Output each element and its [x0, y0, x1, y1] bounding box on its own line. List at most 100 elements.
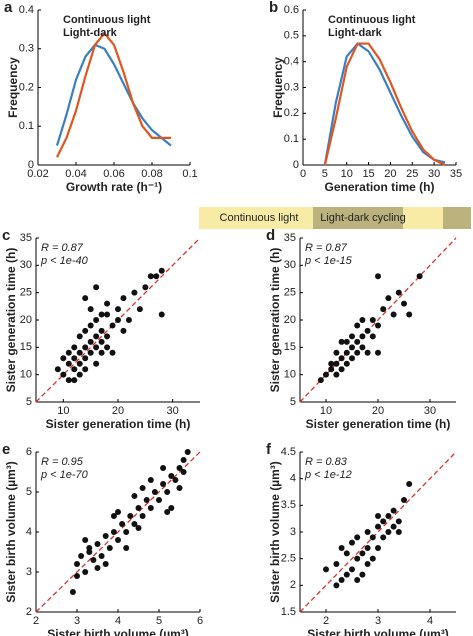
annotation: p < 1e-12 — [304, 469, 352, 481]
point — [87, 306, 94, 313]
x-tick-label: 0.02 — [27, 168, 48, 180]
point — [369, 534, 376, 541]
point — [71, 355, 78, 362]
x-tick-label: 4 — [115, 615, 121, 627]
point — [123, 545, 130, 551]
x-tick-label: 20 — [112, 405, 124, 417]
x-tick-label: 0.06 — [103, 168, 124, 180]
x-tick-label: 20 — [384, 168, 396, 180]
point — [76, 371, 83, 378]
point — [323, 566, 329, 573]
annotation: R = 0.95 — [41, 456, 84, 468]
y-axis-label: Sister generation time (h) — [268, 248, 282, 393]
point — [147, 505, 154, 511]
point — [317, 377, 324, 384]
series-line — [323, 42, 446, 166]
y-axis-label: Sister birth volume (µm³) — [4, 461, 18, 603]
point — [87, 338, 94, 345]
point — [380, 518, 387, 525]
legend-entry: Light-dark — [63, 27, 118, 39]
point — [102, 561, 109, 567]
point — [338, 366, 345, 373]
y-tick-label: 0.2 — [19, 81, 34, 93]
point — [385, 295, 392, 302]
point — [110, 513, 117, 519]
point — [115, 306, 121, 313]
point — [131, 493, 138, 499]
point — [349, 355, 355, 362]
y-tick-label: 3 — [290, 526, 296, 538]
point — [359, 333, 366, 340]
point — [369, 555, 376, 562]
point — [87, 349, 94, 356]
y-tick-label: 0 — [293, 159, 299, 171]
panel-label: d — [266, 227, 275, 244]
y-tick-label: 4.5 — [281, 446, 296, 458]
point — [390, 311, 397, 318]
x-tick-label: 0.04 — [65, 168, 86, 180]
point — [375, 513, 381, 519]
point — [71, 366, 78, 373]
x-tick-label: 20 — [372, 405, 384, 417]
point — [354, 322, 361, 329]
point — [395, 289, 402, 296]
y-tick-label: 0.6 — [284, 4, 299, 16]
point — [142, 284, 149, 291]
point — [158, 311, 165, 318]
point — [54, 366, 61, 373]
point — [380, 534, 387, 541]
point — [98, 327, 105, 334]
reference-line — [299, 451, 457, 613]
x-axis-label: Growth rate (h⁻¹) — [66, 180, 162, 194]
point — [115, 317, 121, 323]
x-tick-label: 2 — [323, 615, 329, 627]
point — [164, 489, 171, 495]
point — [82, 355, 89, 362]
point — [143, 497, 150, 503]
x-tick-label: 0.08 — [141, 168, 162, 180]
y-tick-label: 5 — [26, 396, 32, 408]
annotation: R = 0.87 — [305, 242, 348, 254]
point — [343, 338, 350, 345]
point — [82, 295, 89, 302]
point — [354, 338, 361, 345]
point — [364, 349, 371, 356]
point — [349, 539, 355, 546]
point — [82, 366, 89, 373]
point — [151, 489, 158, 495]
point — [354, 534, 361, 541]
point — [333, 349, 340, 356]
y-tick-label: 0.5 — [284, 30, 299, 42]
y-tick-label: 0.1 — [284, 133, 299, 145]
point — [76, 333, 83, 340]
point — [328, 366, 335, 373]
y-tick-label: 30 — [284, 259, 296, 271]
point — [78, 553, 85, 559]
annotation: p < 1e-70 — [40, 469, 89, 481]
point — [76, 360, 83, 367]
y-tick-label: 3 — [26, 566, 32, 578]
point — [164, 509, 171, 515]
point — [168, 505, 175, 511]
point — [385, 529, 392, 535]
point — [69, 589, 76, 595]
point — [90, 557, 97, 563]
point — [135, 525, 142, 531]
point — [390, 507, 397, 514]
point — [338, 338, 345, 345]
point — [65, 377, 72, 384]
point — [172, 477, 179, 483]
x-tick-label: 35 — [450, 168, 462, 180]
reference-line — [35, 451, 201, 613]
y-tick-label: 0.4 — [19, 4, 34, 16]
point — [364, 529, 371, 535]
point — [401, 300, 407, 307]
x-tick-label: 10 — [320, 405, 332, 417]
series-line — [55, 43, 172, 147]
y-tick-label: 10 — [20, 369, 32, 381]
point — [94, 541, 101, 547]
point — [333, 582, 340, 589]
x-tick-label: 10 — [57, 405, 69, 417]
